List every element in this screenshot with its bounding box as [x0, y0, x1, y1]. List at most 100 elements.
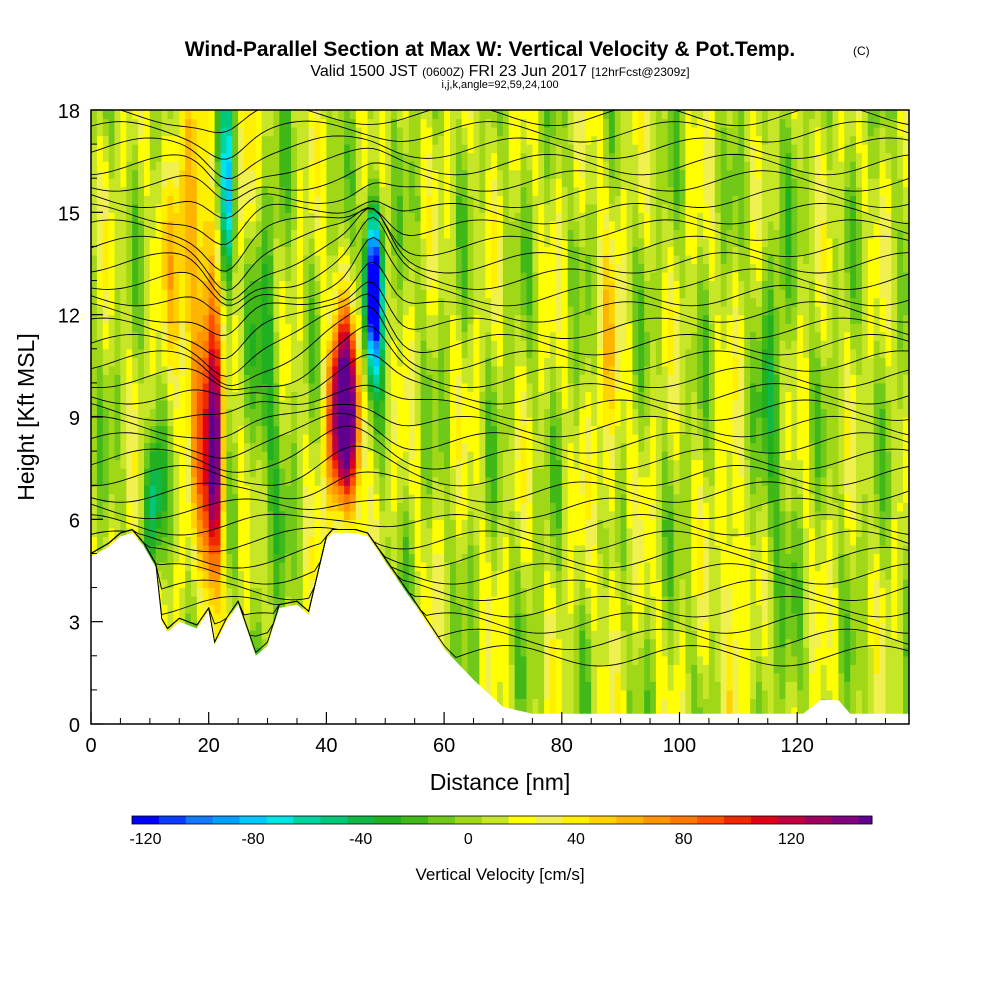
velocity-cell	[320, 161, 327, 171]
velocity-cell	[473, 510, 480, 520]
velocity-cell	[149, 272, 157, 282]
velocity-cell	[402, 382, 410, 392]
velocity-cell	[338, 161, 345, 171]
velocity-cell	[144, 374, 151, 384]
velocity-cell	[155, 152, 163, 162]
velocity-cell	[391, 289, 398, 299]
velocity-cell	[455, 340, 463, 350]
velocity-cell	[179, 246, 186, 256]
velocity-cell	[349, 110, 357, 120]
velocity-cell	[273, 161, 280, 171]
velocity-cell	[391, 186, 398, 196]
velocity-cell	[491, 536, 498, 546]
velocity-cell	[108, 280, 116, 290]
velocity-cell	[108, 442, 116, 452]
velocity-cell	[373, 144, 380, 154]
velocity-cell	[191, 553, 198, 563]
velocity-cell	[120, 374, 127, 384]
velocity-cell	[261, 613, 269, 623]
velocity-cell	[414, 587, 422, 597]
velocity-cell	[249, 630, 257, 640]
velocity-cell	[126, 289, 133, 299]
velocity-cell	[385, 229, 392, 239]
velocity-cell	[244, 621, 251, 631]
velocity-cell	[238, 451, 245, 461]
velocity-cell	[320, 382, 327, 392]
velocity-cell	[214, 229, 222, 239]
velocity-cell	[202, 502, 210, 512]
velocity-cell	[420, 314, 428, 324]
velocity-cell	[485, 110, 492, 120]
velocity-cell	[414, 536, 422, 546]
velocity-cell	[361, 118, 369, 128]
velocity-cell	[332, 161, 339, 171]
velocity-cell	[249, 118, 257, 128]
velocity-cell	[349, 323, 357, 333]
velocity-cell	[461, 570, 469, 580]
velocity-cell	[191, 374, 198, 384]
velocity-cell	[438, 630, 445, 640]
velocity-cell	[420, 510, 428, 520]
velocity-cell	[232, 144, 239, 154]
velocity-cell	[402, 459, 410, 469]
velocity-cell	[338, 493, 345, 503]
velocity-cell	[379, 527, 386, 537]
velocity-cell	[126, 382, 133, 392]
velocity-cell	[414, 459, 422, 469]
velocity-cell	[385, 553, 392, 563]
velocity-cell	[444, 519, 451, 529]
velocity-cell	[108, 144, 116, 154]
velocity-cell	[208, 570, 216, 580]
velocity-cell	[402, 297, 410, 307]
velocity-cell	[385, 502, 392, 512]
velocity-cell	[191, 118, 198, 128]
velocity-cell	[302, 263, 310, 273]
velocity-cell	[373, 357, 380, 367]
velocity-cell	[220, 289, 227, 299]
velocity-cell	[420, 306, 428, 316]
velocity-cell	[285, 434, 292, 444]
velocity-cell	[450, 451, 457, 461]
velocity-cell	[255, 408, 263, 418]
velocity-cell	[173, 485, 180, 495]
velocity-cell	[273, 135, 280, 145]
velocity-cell	[438, 553, 445, 563]
velocity-cell	[214, 220, 222, 230]
velocity-cell	[314, 118, 322, 128]
velocity-cell	[397, 434, 404, 444]
velocity-cell	[349, 493, 357, 503]
velocity-cell	[138, 442, 145, 452]
velocity-cell	[132, 442, 139, 452]
velocity-cell	[185, 425, 192, 435]
velocity-cell	[114, 323, 121, 333]
velocity-cell	[379, 468, 386, 478]
velocity-cell	[249, 280, 257, 290]
velocity-cell	[467, 613, 475, 623]
velocity-cell	[385, 391, 392, 401]
velocity-cell	[444, 638, 451, 648]
velocity-cell	[491, 246, 498, 256]
velocity-cell	[473, 647, 480, 657]
velocity-cell	[408, 442, 416, 452]
velocity-cell	[173, 527, 180, 537]
velocity-cell	[461, 186, 469, 196]
velocity-cell	[285, 544, 292, 554]
velocity-cell	[479, 527, 486, 537]
velocity-cell	[344, 323, 351, 333]
velocity-cell	[261, 536, 269, 546]
velocity-cell	[114, 434, 121, 444]
velocity-cell	[491, 306, 498, 316]
velocity-cell	[91, 118, 98, 128]
velocity-cell	[379, 314, 386, 324]
velocity-cell	[373, 451, 380, 461]
velocity-cell	[426, 417, 433, 427]
velocity-cell	[167, 613, 174, 623]
velocity-cell	[326, 203, 333, 213]
velocity-cell	[297, 229, 304, 239]
velocity-cell	[385, 246, 392, 256]
velocity-cell	[279, 340, 286, 350]
velocity-cell	[120, 297, 127, 307]
velocity-cell	[179, 280, 186, 290]
velocity-cell	[179, 544, 186, 554]
velocity-cell	[238, 425, 245, 435]
